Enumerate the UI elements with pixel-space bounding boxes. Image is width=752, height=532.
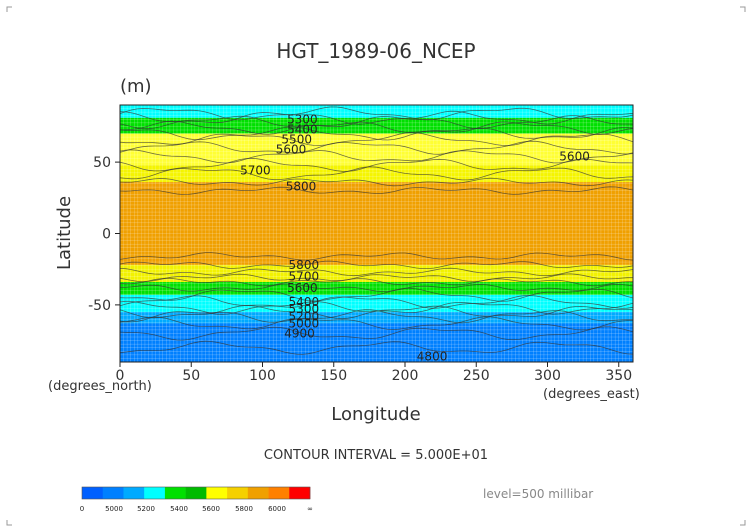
contour-line	[119, 277, 634, 287]
colorbar-label: 5800	[235, 505, 253, 513]
x-tick-label: 300	[534, 368, 561, 384]
contour-line	[119, 110, 634, 125]
x-axis-label: Longitude	[331, 404, 421, 425]
colorbar-label: 5600	[202, 505, 220, 513]
contour-label: 5600	[287, 281, 318, 295]
colorbar-label: 5400	[170, 505, 188, 513]
colorbar-label: 5000	[105, 505, 123, 513]
units-label: (m)	[120, 76, 152, 97]
contour-label: 4800	[417, 349, 448, 363]
y-axis-unit-label: (degrees_north)	[48, 379, 152, 394]
contour-label: 5300	[287, 112, 318, 126]
contour-label: 5000	[289, 316, 320, 330]
x-tick-label: 200	[392, 368, 419, 384]
x-tick-label: 150	[320, 368, 347, 384]
contour-label: 4900	[284, 326, 315, 340]
contour-label: 5400	[289, 295, 320, 309]
band-8	[120, 312, 633, 324]
colorbar-swatch	[247, 487, 269, 499]
colorbar-swatch	[289, 487, 311, 499]
colorbar-swatch	[268, 487, 290, 499]
y-axis-label: Latitude	[54, 196, 75, 270]
y-tick-label: 50	[93, 155, 111, 171]
band-4	[120, 182, 633, 265]
colorbar-swatch	[123, 487, 145, 499]
x-tick-label: 50	[182, 368, 200, 384]
contour-line	[120, 283, 634, 292]
level-note: level=500 millibar	[483, 487, 593, 501]
contour-line	[119, 260, 634, 269]
contour-label: 5600	[559, 149, 590, 163]
contour-interval-note: CONTOUR INTERVAL = 5.000E+01	[264, 448, 488, 463]
contour-line	[119, 120, 634, 135]
colorbar-swatch	[227, 487, 249, 499]
y-axis-ticks: 50 0 -50	[88, 155, 120, 314]
colorbar-swatch	[82, 487, 104, 499]
contour-label: 5700	[289, 269, 320, 283]
colorbar-label: 5200	[137, 505, 155, 513]
colorbar-swatch	[144, 487, 166, 499]
band-7	[120, 294, 633, 313]
contour-line	[119, 309, 634, 324]
contour-line	[119, 186, 634, 195]
contour-label: 5800	[286, 179, 317, 193]
contour-line	[119, 287, 634, 302]
chart-title: HGT_1989-06_NCEP	[276, 39, 475, 63]
y-tick-label: -50	[88, 298, 111, 314]
page-corner-marks	[6, 6, 746, 526]
colorbar-label: 0	[80, 505, 84, 513]
contour-line	[119, 115, 634, 130]
colorbar: 0 5000 5200 5400 5600 5800 6000 ∞	[80, 486, 313, 513]
x-tick-label: 250	[463, 368, 490, 384]
colorbar-swatch	[164, 487, 186, 499]
contour-line	[119, 126, 634, 141]
contour-label: 5500	[281, 132, 312, 146]
contour-line	[119, 106, 634, 121]
contour-line	[119, 132, 634, 147]
contour-line	[119, 316, 633, 331]
contour-line	[119, 305, 634, 320]
band-3	[120, 164, 633, 183]
contour-line	[119, 252, 634, 261]
contour-label: 5200	[289, 309, 320, 323]
contour-line	[119, 273, 634, 283]
contour-line	[119, 177, 634, 187]
x-tick-label: 100	[249, 368, 276, 384]
x-tick-label: 0	[116, 368, 125, 384]
contour-line	[119, 294, 634, 309]
contour-label: 5700	[240, 164, 271, 178]
contour-label: 5800	[289, 258, 320, 272]
colorbar-label: 6000	[268, 505, 286, 513]
colorbar-swatch	[102, 487, 124, 499]
colorbar-swatch	[185, 487, 207, 499]
contour-line	[119, 267, 634, 277]
contour-labels: 5300540055005600570058005600580057005600…	[240, 112, 590, 363]
contour-line	[119, 140, 634, 155]
contour-label: 5400	[287, 122, 318, 136]
colorbar-label: ∞	[307, 505, 313, 513]
contour-line	[119, 340, 634, 355]
contour-label: 5300	[289, 302, 320, 316]
contour-line	[119, 166, 634, 181]
contour-label: 5600	[276, 142, 307, 156]
colorbar-swatch	[206, 487, 228, 499]
x-tick-label: 350	[605, 368, 632, 384]
colorbar-frame	[81, 486, 311, 500]
contour-line	[119, 326, 634, 341]
x-axis-unit-label: (degrees_east)	[543, 387, 640, 402]
plot-contours	[119, 106, 634, 355]
contour-line	[119, 149, 634, 164]
y-tick-label: 0	[102, 227, 111, 243]
x-axis-ticks: 0 50 100 150 200 250 300 350	[116, 362, 632, 384]
contour-line	[119, 157, 634, 172]
